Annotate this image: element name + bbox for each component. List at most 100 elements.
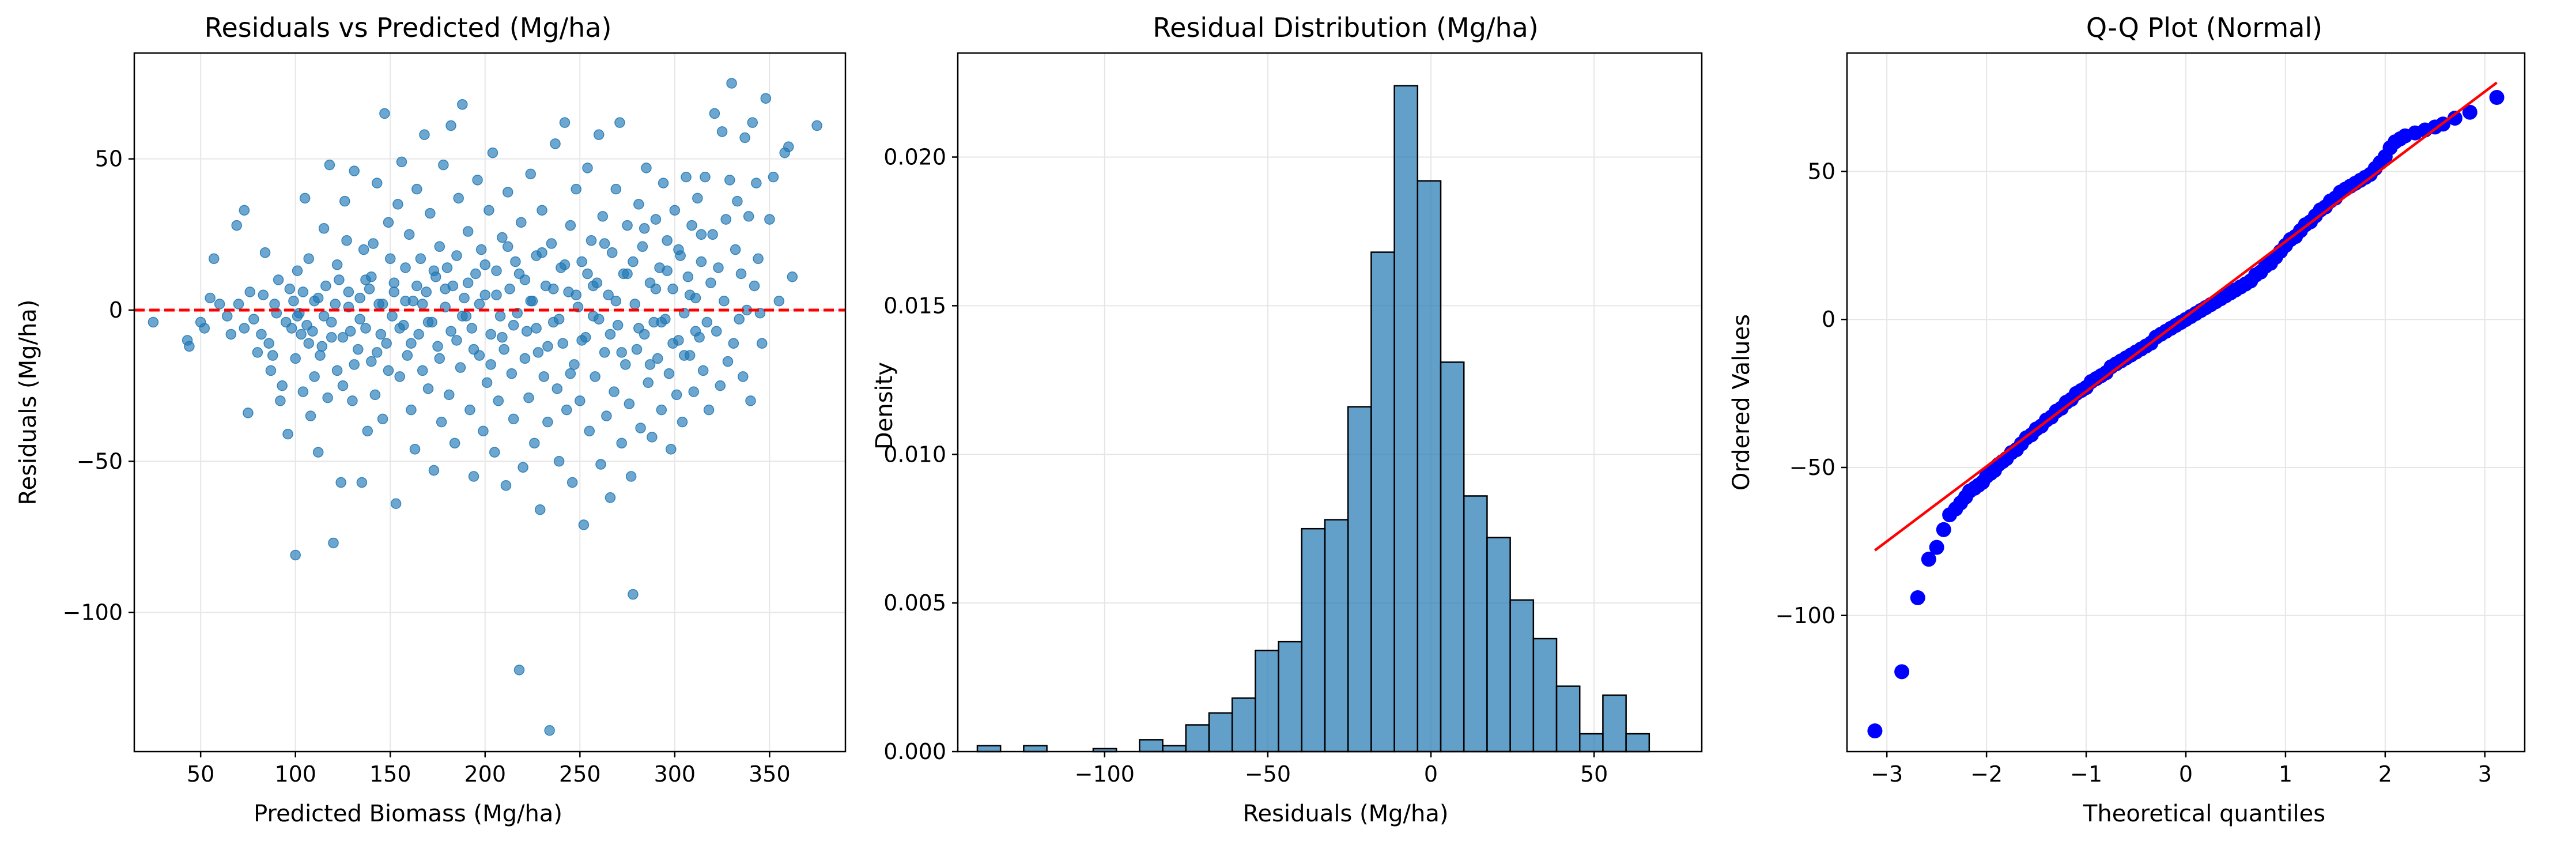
y-tick-label: −100 <box>1776 603 1835 628</box>
data-point <box>239 323 250 334</box>
data-point <box>681 171 692 183</box>
data-point <box>726 78 737 89</box>
data-point <box>487 147 498 159</box>
data-point <box>353 344 364 355</box>
data-point <box>451 335 462 346</box>
residual-distribution-panel: Residual Distribution (Mg/ha) Residuals … <box>871 12 1703 827</box>
data-point <box>667 338 678 349</box>
data-point <box>286 323 297 334</box>
residuals-vs-predicted-panel: Residuals vs Predicted (Mg/ha) Predicted… <box>15 12 847 827</box>
data-point <box>620 359 631 370</box>
data-point <box>453 193 464 204</box>
data-point <box>436 416 447 428</box>
data-point <box>455 362 466 373</box>
data-point <box>713 262 724 273</box>
data-point <box>616 437 627 449</box>
data-point <box>331 259 343 270</box>
ticks: −3 −2 −1 0 1 2 3 −100 −50 0 50 <box>1776 159 2492 787</box>
data-point <box>441 262 453 273</box>
data-point <box>593 129 605 140</box>
data-point <box>643 377 654 388</box>
x-axis-label: Predicted Biomass (Mg/ha) <box>254 801 562 827</box>
data-point <box>550 138 561 149</box>
data-point <box>491 265 502 277</box>
data-point <box>379 108 390 119</box>
data-point <box>709 108 720 119</box>
data-point <box>633 199 644 210</box>
histogram-bar <box>1301 527 1326 753</box>
data-point <box>529 437 540 449</box>
data-point <box>682 271 694 282</box>
data-point <box>290 353 301 364</box>
data-point <box>406 404 417 416</box>
histogram-bar <box>1509 599 1535 753</box>
data-point <box>525 168 536 180</box>
data-point <box>265 365 277 376</box>
data-point <box>559 117 571 128</box>
ticks: 50 100 150 200 250 300 350 −100 −50 0 50 <box>63 146 791 787</box>
data-point <box>394 323 405 334</box>
data-point <box>739 132 750 144</box>
data-point <box>745 395 756 406</box>
x-tick-label: −2 <box>1970 761 2003 787</box>
qq-point <box>2462 104 2477 120</box>
data-point <box>358 244 369 255</box>
data-point <box>503 241 513 252</box>
data-point <box>671 389 682 401</box>
data-point <box>730 244 741 255</box>
x-tick-label: −50 <box>1245 761 1291 787</box>
data-point <box>415 253 426 265</box>
data-point <box>411 183 422 195</box>
data-point <box>434 353 445 364</box>
data-point <box>656 316 667 328</box>
data-point <box>484 205 494 216</box>
chart-title: Q-Q Plot (Normal) <box>2086 12 2322 43</box>
histogram-bar <box>1023 745 1048 753</box>
data-point <box>576 335 587 346</box>
data-point <box>297 286 309 297</box>
data-point <box>692 193 703 204</box>
data-point <box>566 477 578 488</box>
data-point <box>588 280 599 292</box>
data-point <box>576 256 587 267</box>
data-point <box>575 395 586 406</box>
data-point <box>402 350 413 361</box>
data-point <box>565 220 576 231</box>
y-tick-label: −50 <box>77 448 123 474</box>
data-point <box>330 299 341 310</box>
data-point <box>409 444 421 455</box>
data-point <box>749 280 760 292</box>
data-point <box>347 395 358 406</box>
data-point <box>445 120 456 131</box>
data-point <box>521 326 532 337</box>
data-point <box>811 120 822 131</box>
data-point <box>735 268 747 280</box>
data-point <box>605 329 616 340</box>
data-point <box>498 344 509 355</box>
y-tick-label: 0.015 <box>883 293 946 318</box>
histogram-bar <box>1486 537 1511 753</box>
data-point <box>546 238 557 249</box>
data-point <box>481 377 493 388</box>
data-point <box>697 365 709 376</box>
data-point <box>599 238 610 249</box>
data-point <box>513 268 525 280</box>
data-point <box>468 471 479 482</box>
histogram-bar <box>1231 697 1256 753</box>
data-point <box>349 359 360 370</box>
data-point <box>459 292 470 304</box>
qq-point <box>1867 723 1883 739</box>
data-point <box>390 498 402 510</box>
data-point <box>472 175 483 186</box>
data-point <box>764 214 775 225</box>
data-point <box>614 117 625 128</box>
histogram-bar <box>1463 495 1488 753</box>
data-point <box>525 295 536 307</box>
data-point <box>542 341 553 352</box>
histogram-bar <box>1162 745 1187 753</box>
data-point <box>243 408 254 418</box>
y-tick-label: 0.000 <box>883 739 946 764</box>
data-point <box>688 386 699 397</box>
data-point <box>292 311 303 322</box>
